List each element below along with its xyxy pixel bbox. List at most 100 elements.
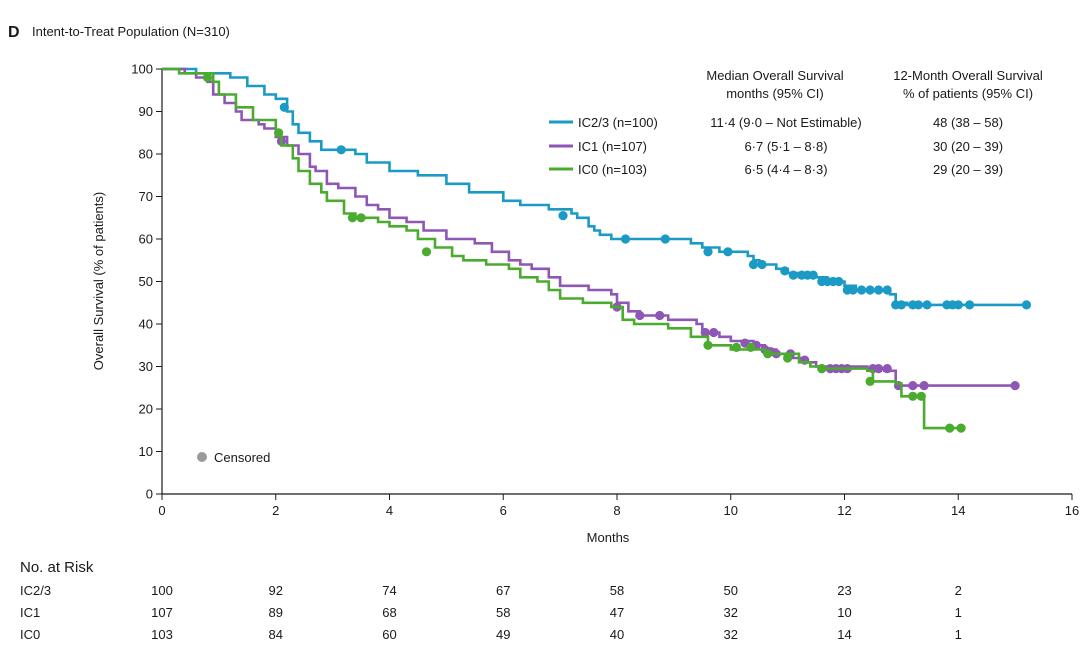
- risk-value-ic1-4: 47: [610, 605, 624, 620]
- censor-mark-ic0-15: [956, 423, 966, 433]
- censor-mark-ic0-14: [945, 423, 955, 433]
- legend-label-ic0: IC0 (n=103): [578, 162, 647, 177]
- risk-value-ic1-2: 68: [382, 605, 396, 620]
- censor-mark-ic0-0: [202, 72, 213, 83]
- censor-mark-ic1-22: [908, 381, 918, 391]
- legend-label-ic23: IC2/3 (n=100): [578, 115, 658, 130]
- x-tick-label-16: 16: [1065, 503, 1079, 518]
- censor-mark-ic23-4: [660, 234, 670, 244]
- censor-mark-ic23-22: [874, 285, 884, 295]
- censor-mark-ic0-8: [763, 349, 773, 359]
- censor-mark-ic23-8: [757, 259, 767, 270]
- twelve-month-header-line1: 12-Month Overall Survival: [893, 68, 1043, 83]
- censor-mark-ic0-1: [274, 128, 284, 138]
- axes: 0 10 20 30 40 50 60 70 80 90 100 0 2 4 6 8 10 12 14 16: [131, 62, 1079, 519]
- legend-label-ic1: IC1 (n=107): [578, 139, 647, 154]
- censor-mark-ic23-28: [922, 300, 932, 310]
- risk-value-ic0-3: 49: [496, 627, 510, 642]
- risk-table-title: No. at Risk: [20, 559, 94, 576]
- censor-mark-ic0-11: [865, 376, 875, 386]
- x-tick-label-6: 6: [500, 503, 507, 518]
- risk-value-ic1-1: 89: [269, 605, 283, 620]
- y-tick-label-30: 30: [139, 359, 153, 374]
- risk-value-ic23-1: 92: [269, 583, 283, 598]
- median-ic0: 6·5 (4·4 – 8·3): [744, 162, 827, 177]
- censor-mark-ic0-10: [817, 364, 827, 374]
- censor-mark-ic0-6: [731, 342, 742, 352]
- censor-mark-ic0-13: [916, 391, 926, 401]
- risk-value-ic1-7: 1: [955, 605, 962, 620]
- censor-mark-ic23-7: [748, 259, 759, 270]
- censor-mark-ic1-19: [874, 364, 884, 374]
- y-tick-label-0: 0: [146, 487, 153, 502]
- y-axis-title: Overall Survival (% of patients): [91, 192, 106, 370]
- y-tick-label-60: 60: [139, 232, 153, 247]
- risk-value-ic1-6: 10: [837, 605, 851, 620]
- censor-mark-ic23-2: [558, 211, 568, 221]
- y-tick-label-40: 40: [139, 317, 153, 332]
- y-tick-label-70: 70: [139, 189, 153, 204]
- censor-mark-ic0-3: [356, 213, 366, 223]
- risk-value-ic0-5: 32: [724, 627, 738, 642]
- censor-mark-ic23-27: [913, 300, 924, 310]
- censor-mark-ic1-5: [709, 327, 719, 338]
- censor-mark-ic23-31: [953, 300, 963, 310]
- censor-mark-ic23-9: [780, 266, 790, 276]
- median-ic1: 6·7 (5·1 – 8·8): [744, 139, 827, 154]
- censor-mark-ic23-0: [279, 102, 289, 112]
- y-tick-label-10: 10: [139, 444, 153, 459]
- x-tick-label-10: 10: [724, 503, 738, 518]
- survival-curves: [162, 67, 1032, 433]
- median-header-line1: Median Overall Survival: [706, 68, 843, 83]
- censor-mark-ic23-6: [723, 247, 733, 257]
- risk-value-ic1-5: 32: [724, 605, 738, 620]
- risk-value-ic0-6: 14: [837, 627, 851, 642]
- censor-mark-ic1-24: [1010, 381, 1020, 391]
- censor-mark-ic0-7: [746, 342, 756, 352]
- censor-mark-ic23-3: [620, 234, 631, 244]
- twelve-month-ic1: 30 (20 – 39): [933, 139, 1003, 154]
- censor-mark-ic1-2: [635, 310, 645, 321]
- risk-value-ic0-2: 60: [382, 627, 396, 642]
- x-tick-label-8: 8: [613, 503, 620, 518]
- censor-mark-ic0-5: [703, 340, 713, 350]
- survival-line-ic0: [162, 67, 964, 430]
- median-ic23: 11·4 (9·0 – Not Estimable): [710, 115, 862, 130]
- x-tick-label-14: 14: [951, 503, 965, 518]
- censor-mark-ic23-13: [808, 270, 818, 280]
- risk-value-ic23-3: 67: [496, 583, 510, 598]
- twelve-month-header-line2: % of patients (95% CI): [903, 86, 1033, 101]
- x-axis-title: Months: [587, 530, 630, 545]
- y-tick-label-80: 80: [139, 147, 153, 162]
- panel-letter: D: [8, 24, 20, 41]
- censored-label: Censored: [214, 450, 270, 465]
- risk-value-ic1-0: 107: [151, 605, 173, 620]
- risk-value-ic23-6: 23: [837, 583, 851, 598]
- censor-mark-ic23-23: [882, 285, 892, 295]
- censor-mark-ic23-21: [865, 285, 875, 295]
- censor-mark-ic23-20: [857, 285, 867, 295]
- x-tick-label-12: 12: [837, 503, 851, 518]
- median-header-line2: months (95% CI): [726, 86, 824, 101]
- y-tick-label-100: 100: [131, 62, 153, 77]
- censor-mark-ic0-4: [421, 247, 432, 257]
- risk-value-ic0-7: 1: [955, 627, 962, 642]
- censor-mark-ic23-33: [1021, 300, 1032, 310]
- censor-mark-ic23-25: [896, 300, 907, 310]
- risk-value-ic0-4: 40: [610, 627, 624, 642]
- censor-mark-ic0-2: [347, 213, 358, 223]
- censor-mark-ic23-32: [965, 300, 975, 310]
- y-tick-label-90: 90: [139, 104, 153, 119]
- risk-row-label-ic0: IC0: [20, 627, 40, 642]
- x-tick-label-2: 2: [272, 503, 279, 518]
- survival-line-ic23: [162, 67, 1027, 307]
- censor-mark-ic1-3: [655, 310, 665, 321]
- risk-row-label-ic23: IC2/3: [20, 583, 51, 598]
- risk-row-label-ic1: IC1: [20, 605, 40, 620]
- risk-value-ic23-2: 74: [382, 583, 396, 598]
- risk-value-ic23-4: 58: [610, 583, 624, 598]
- x-tick-label-4: 4: [386, 503, 393, 518]
- censor-mark-ic1-20: [882, 364, 892, 374]
